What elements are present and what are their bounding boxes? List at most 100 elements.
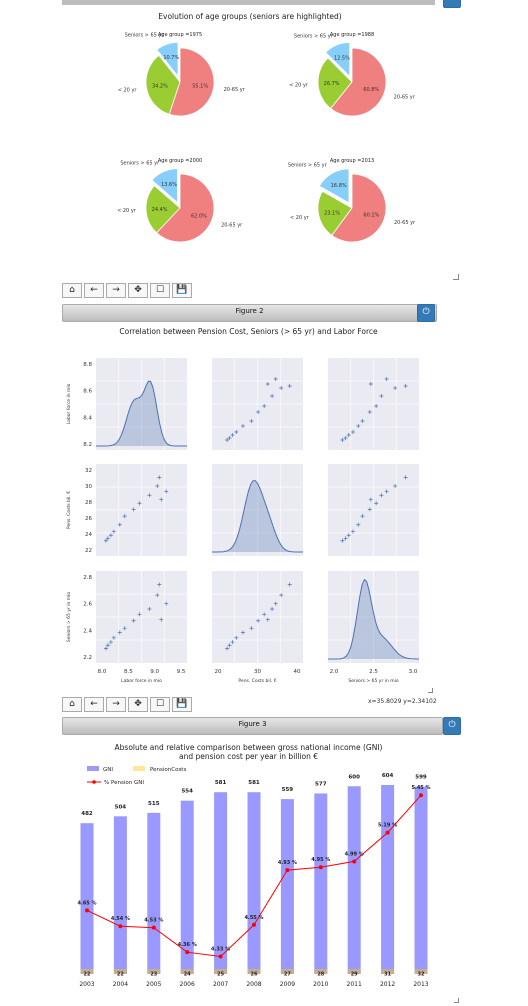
scatter-point bbox=[225, 646, 230, 651]
figure2-title: Correlation between Pension Cost, Senior… bbox=[119, 327, 378, 336]
figure3-title-bar[interactable]: Figure 3 bbox=[62, 717, 443, 735]
legend-pension-label: PensionCosts bbox=[150, 767, 186, 773]
pension-bar bbox=[314, 969, 328, 974]
pie-outer-label: 20-65 yr bbox=[224, 87, 246, 93]
scatter-point bbox=[403, 475, 408, 480]
pie-slice-working bbox=[168, 47, 215, 117]
figure3-resize-handle[interactable] bbox=[454, 998, 459, 1003]
home-button[interactable]: ⌂ bbox=[62, 697, 82, 712]
figure3-title: Absolute and relative comparison between… bbox=[114, 743, 383, 752]
kde-fill bbox=[96, 381, 187, 446]
scatter-point bbox=[230, 640, 235, 645]
y-axis-label: Labor force in mio bbox=[66, 383, 72, 424]
forward-button[interactable]: → bbox=[106, 697, 126, 712]
scatter-point bbox=[350, 529, 355, 534]
x-tick-label: 3.0 bbox=[409, 669, 418, 675]
x-tick-label: 2007 bbox=[213, 981, 228, 988]
back-button[interactable]: ← bbox=[84, 283, 104, 298]
pie-pct-label: 55.1% bbox=[192, 83, 208, 89]
scatter-point bbox=[230, 433, 235, 437]
scatter-point bbox=[157, 475, 162, 480]
pct-point bbox=[185, 950, 190, 955]
gni-bar bbox=[113, 816, 127, 974]
gni-bar bbox=[80, 823, 94, 974]
x-tick-label: 9.5 bbox=[177, 669, 186, 675]
pct-value-label: 5.19 % bbox=[378, 823, 397, 829]
figure1-power-button[interactable]: ⏻ bbox=[443, 0, 461, 8]
pension-bar bbox=[280, 969, 294, 974]
x-tick-label: 9.0 bbox=[150, 669, 159, 675]
pie-pct-label: 13.6% bbox=[161, 182, 177, 188]
scatter-point bbox=[287, 384, 292, 388]
y-tick-label: 24 bbox=[85, 532, 92, 538]
pct-value-label: 4.65 % bbox=[77, 900, 96, 906]
figure2-title-bar[interactable]: Figure 2 bbox=[62, 304, 437, 322]
scatter-point bbox=[403, 384, 408, 388]
pension-value-label: 24 bbox=[184, 972, 191, 978]
figure2-power-button[interactable]: ⏻ bbox=[417, 304, 435, 322]
pie-title-3: Age group =2013 bbox=[330, 158, 374, 164]
scatter-point bbox=[256, 618, 261, 623]
x-tick-label: 2008 bbox=[246, 981, 261, 988]
pension-bar bbox=[214, 969, 228, 974]
gni-bar bbox=[180, 800, 194, 974]
y-tick-label: 8.2 bbox=[83, 442, 92, 448]
pie-slice-young bbox=[317, 190, 353, 236]
gni-bar bbox=[247, 792, 261, 974]
scatter-point bbox=[108, 640, 113, 645]
x-tick-label: 8.0 bbox=[98, 669, 107, 675]
figure2-pair-plot: 8.2 8.4 8.6 8.8 Labor force in mio 22 24 26 28 30… bbox=[66, 358, 419, 684]
figure2-resize-handle[interactable] bbox=[428, 688, 433, 693]
pension-bar bbox=[381, 969, 395, 974]
gni-value-label: 581 bbox=[215, 780, 227, 786]
pct-value-label: 4.53 % bbox=[144, 918, 163, 924]
pension-value-label: 31 bbox=[384, 972, 391, 978]
scatter-point bbox=[131, 618, 136, 623]
gni-value-label: 515 bbox=[148, 801, 160, 807]
scatter-point bbox=[279, 593, 284, 598]
scatter-point bbox=[131, 507, 136, 512]
pct-value-label: 4.93 % bbox=[278, 860, 297, 866]
y-tick-label: 26 bbox=[85, 516, 92, 522]
y-tick-label: 2.4 bbox=[83, 628, 92, 634]
scatter-point bbox=[105, 643, 110, 648]
pie-slice-young bbox=[145, 185, 181, 234]
y-tick-label: 32 bbox=[85, 468, 92, 474]
scatter-point bbox=[350, 430, 355, 434]
gni-bar bbox=[347, 786, 361, 974]
forward-button[interactable]: → bbox=[106, 283, 126, 298]
gni-value-label: 482 bbox=[81, 811, 93, 817]
scatter-point bbox=[384, 377, 389, 381]
home-button[interactable]: ⌂ bbox=[62, 283, 82, 298]
pct-value-label: 4.55 % bbox=[244, 915, 263, 921]
pie-slice-working bbox=[331, 173, 387, 243]
zoom-button[interactable]: ☐ bbox=[150, 283, 170, 298]
pie-pct-label: 24.4% bbox=[152, 207, 168, 213]
pie-slice-working bbox=[156, 173, 215, 243]
gni-value-label: 559 bbox=[282, 787, 294, 793]
pie-outer-label: Seniors > 65 yr bbox=[288, 163, 328, 169]
figure1-resize-handle[interactable] bbox=[453, 274, 459, 280]
pan-button[interactable]: ✥ bbox=[128, 283, 148, 298]
y-tick-label: 8.6 bbox=[83, 389, 92, 395]
back-button[interactable]: ← bbox=[84, 697, 104, 712]
pension-value-label: 28 bbox=[317, 972, 324, 978]
scatter-point bbox=[122, 514, 127, 519]
scatter-point bbox=[249, 419, 254, 423]
zoom-button[interactable]: ☐ bbox=[150, 697, 170, 712]
pie-outer-label: < 20 yr bbox=[289, 82, 309, 88]
figure3-power-button[interactable]: ⏻ bbox=[443, 717, 461, 735]
save-button[interactable]: 💾 bbox=[172, 283, 192, 298]
pie-slice-seniors bbox=[156, 41, 179, 78]
pan-button[interactable]: ✥ bbox=[128, 697, 148, 712]
scatter-point bbox=[159, 617, 164, 622]
pie-pct-label: 16.8% bbox=[331, 183, 347, 189]
pension-bar bbox=[80, 969, 94, 974]
pie-title-1: Age group =1988 bbox=[330, 32, 374, 38]
kde-curve bbox=[328, 578, 419, 660]
x-axis-label: Pens. Costs bil. € bbox=[238, 678, 276, 684]
scatter-point bbox=[256, 410, 261, 414]
y-tick-label: 2.2 bbox=[83, 655, 92, 661]
scatter-point bbox=[265, 382, 270, 386]
save-button[interactable]: 💾 bbox=[172, 697, 192, 712]
